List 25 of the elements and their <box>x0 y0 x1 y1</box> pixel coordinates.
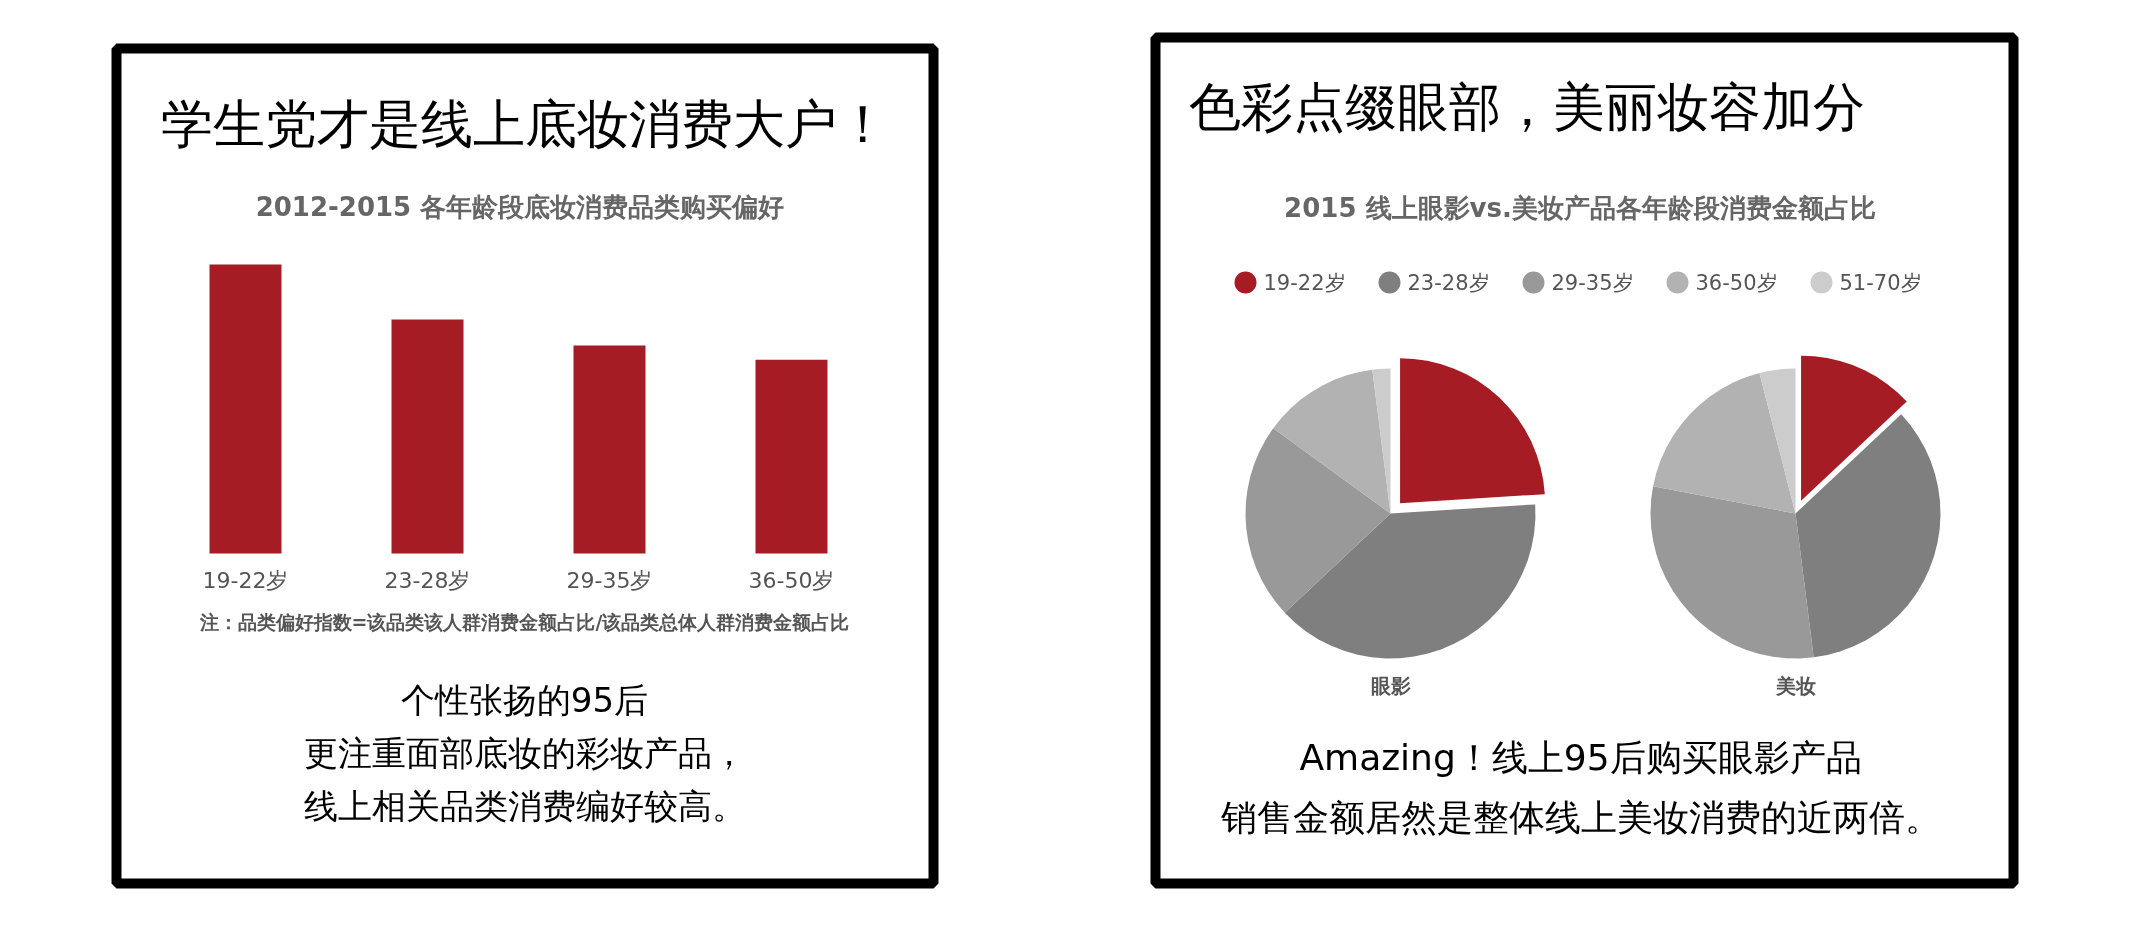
bar <box>209 264 282 554</box>
slice-label: 美妆 <box>1774 673 1816 698</box>
text: 线上相关品类消费编好较高。 <box>303 785 746 826</box>
text: 个性张扬的95后 <box>400 679 649 720</box>
legend-label: 29-35岁 <box>1551 270 1634 295</box>
legend-label: 23-28岁 <box>1407 270 1490 295</box>
x-tick-label: 23-28岁 <box>384 568 471 593</box>
chart-subtitle: 2012-2015 各年龄段底妆消费品类购买偏好 <box>255 191 785 222</box>
legend-label: 19-22岁 <box>1263 270 1346 295</box>
text: 注：品类偏好指数=该品类该人群消费金额占比/该品类总体人群消费金额占比 <box>198 610 850 633</box>
text: 销售金额居然是整体线上美妆消费的近两倍。 <box>1219 797 1941 838</box>
chart-title: 学生党才是线上底妆消费大户！ <box>160 93 889 154</box>
x-tick-label: 29-35岁 <box>566 568 653 593</box>
bar <box>391 319 464 554</box>
text: Amazing！线上95后购买眼影产品 <box>1299 737 1862 778</box>
x-tick-label: 19-22岁 <box>202 568 289 593</box>
x-tick-label: 36-50岁 <box>748 568 835 593</box>
text: 更注重面部底妆的彩妆产品， <box>303 732 746 773</box>
legend-label: 51-70岁 <box>1839 270 1922 295</box>
chart-title: 色彩点缀眼部，美丽妆容加分 <box>1188 76 1865 137</box>
slice-label: 眼影 <box>1370 673 1411 698</box>
legend-label: 36-50岁 <box>1695 270 1778 295</box>
bar <box>755 359 828 554</box>
bar <box>573 345 646 554</box>
chart-subtitle: 2015 线上眼影vs.美妆产品各年龄段消费金额占比 <box>1284 192 1876 223</box>
